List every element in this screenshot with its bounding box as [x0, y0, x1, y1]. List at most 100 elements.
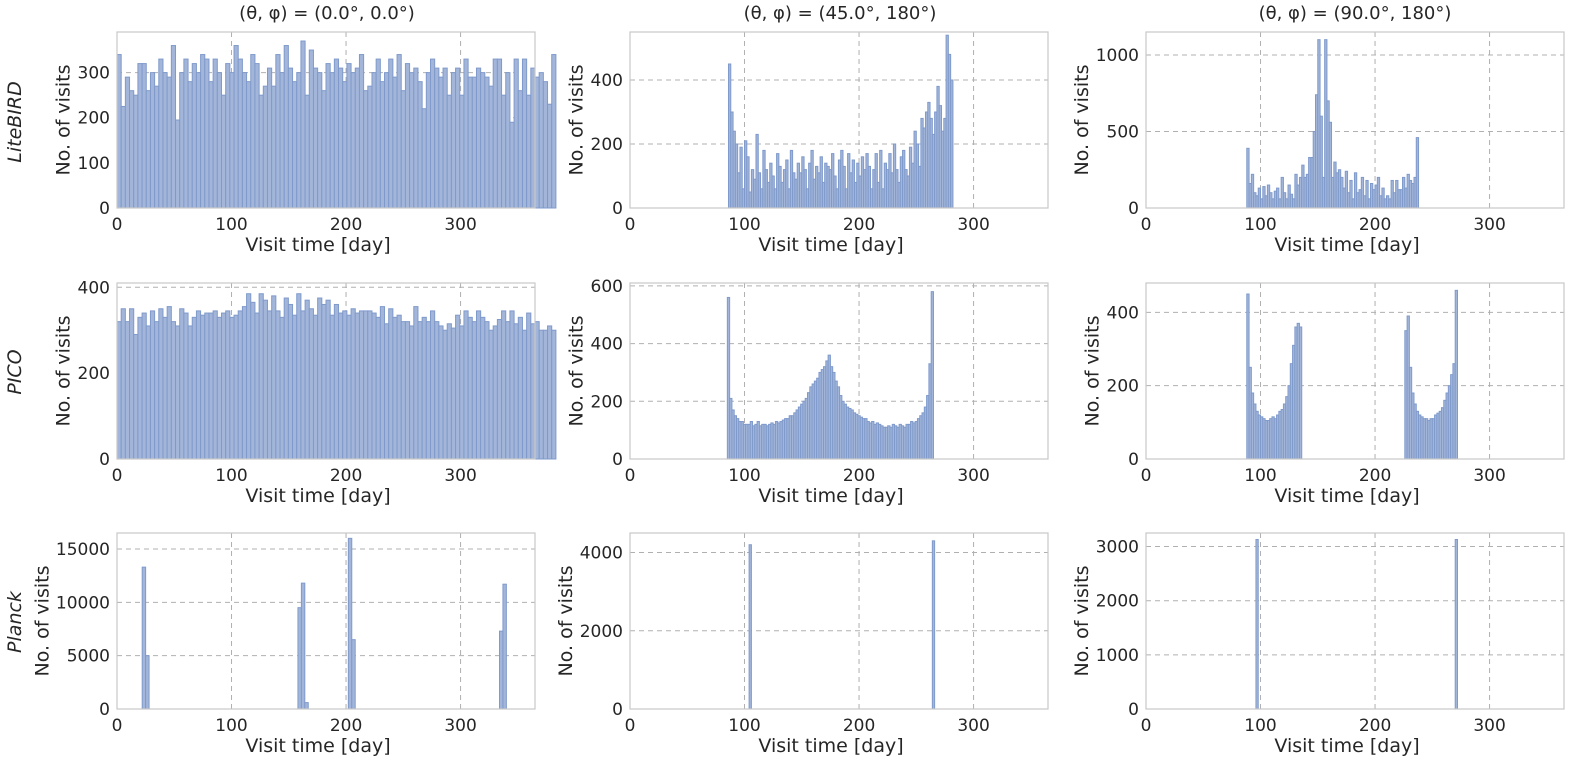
histogram-bar	[321, 90, 327, 209]
y-tick-label: 500	[1107, 122, 1139, 142]
histogram-bar	[521, 329, 528, 460]
histogram-bar	[442, 329, 448, 460]
axes-frame	[1145, 282, 1565, 460]
x-axis-label: Visit time [day]	[1274, 735, 1419, 757]
histogram-bar	[300, 40, 306, 209]
histogram-bar	[496, 318, 503, 460]
y-axis-label: No. of visits	[53, 316, 75, 427]
histogram-bar	[262, 85, 268, 209]
histogram-bar	[542, 329, 549, 460]
x-tick-label: 200	[843, 716, 875, 736]
histogram-bar	[145, 325, 151, 460]
row-label-planck: Planck	[4, 590, 26, 653]
histogram-bar	[1415, 137, 1420, 209]
histogram-bar	[338, 312, 344, 460]
histogram-bar	[141, 566, 147, 710]
histogram-bar	[400, 90, 406, 209]
y-tick-label: 400	[1107, 303, 1139, 323]
y-tick-label: 2000	[580, 622, 623, 642]
x-tick-label: 200	[1359, 466, 1391, 486]
histogram-bar	[216, 316, 223, 460]
x-tick-label: 100	[728, 215, 760, 235]
panel-r2-c3: 0 100 200 300 0 200 400 Visit time [day] No. of …	[1082, 282, 1565, 507]
histogram-bars	[1255, 538, 1458, 710]
x-tick-label: 300	[957, 215, 989, 235]
histogram-bar	[170, 45, 177, 209]
histogram-bar	[116, 54, 122, 209]
histogram-bar	[425, 321, 432, 460]
histogram-bar	[271, 85, 277, 209]
y-tick-label: 200	[78, 109, 110, 129]
y-tick-label: 0	[1128, 199, 1139, 219]
histogram-bar	[417, 321, 423, 460]
histogram-bar	[254, 63, 260, 209]
histogram-bar	[430, 58, 436, 209]
y-axis-label: No. of visits	[566, 65, 588, 176]
histogram-bar	[1454, 538, 1458, 710]
histogram-bar	[488, 85, 494, 209]
histogram-bar	[187, 81, 193, 209]
histogram-bar	[221, 312, 227, 460]
x-tick-label: 0	[112, 215, 123, 235]
histogram-bar	[241, 72, 248, 209]
axes-frame	[116, 532, 536, 710]
histogram-bar	[551, 329, 557, 460]
histogram-bar	[496, 58, 503, 209]
histogram-bar	[304, 299, 310, 460]
histogram-bar	[297, 607, 302, 710]
histogram-bar	[505, 321, 511, 460]
histogram-bar	[471, 321, 477, 460]
histogram-bar	[233, 45, 239, 209]
histogram-bar	[262, 299, 268, 460]
axes-frame	[629, 31, 1049, 209]
histogram-bar	[141, 312, 147, 460]
histogram-bar	[413, 67, 419, 209]
x-tick-label: 0	[1141, 215, 1152, 235]
histogram-bar	[162, 316, 168, 460]
histogram-bar	[154, 85, 160, 209]
y-tick-label: 400	[591, 71, 623, 91]
histogram-bar	[304, 94, 310, 209]
histogram-bar	[237, 310, 243, 460]
histogram-bar	[312, 314, 319, 460]
histogram-bar	[455, 314, 461, 460]
histogram-bar	[149, 310, 156, 460]
histogram-bar	[434, 67, 440, 209]
x-tick-label: 100	[215, 215, 247, 235]
histogram-bar	[396, 54, 402, 209]
x-tick-label: 200	[330, 716, 362, 736]
histogram-bar	[375, 316, 381, 460]
histogram-bar	[363, 90, 369, 209]
histogram-bar	[162, 72, 168, 209]
histogram-bar	[534, 321, 540, 460]
histogram-bar	[492, 58, 498, 209]
histogram-bar	[166, 306, 172, 460]
histogram-bar	[354, 67, 360, 209]
histogram-bar	[338, 67, 344, 209]
histogram-bar	[404, 63, 411, 209]
histogram-bar	[124, 321, 131, 460]
histogram-bar	[287, 67, 294, 209]
histogram-bar	[187, 325, 193, 460]
x-axis-label: Visit time [day]	[758, 485, 903, 507]
histogram-bar	[363, 310, 369, 460]
histogram-bar	[179, 308, 185, 460]
histogram-bar	[204, 58, 210, 209]
axes-frame	[629, 532, 1049, 710]
histogram-bar	[1255, 538, 1259, 710]
histogram-bar	[400, 321, 406, 460]
histogram-bar	[413, 306, 419, 460]
x-tick-label: 0	[625, 466, 636, 486]
histogram-bar	[300, 582, 306, 710]
histogram-bar	[312, 67, 319, 209]
x-tick-label: 100	[215, 716, 247, 736]
x-tick-label: 300	[444, 466, 476, 486]
histogram-bar	[517, 316, 523, 460]
histogram-bars	[726, 291, 934, 460]
x-tick-label: 100	[1244, 466, 1276, 486]
histogram-bar	[505, 72, 511, 209]
histogram-bar	[421, 108, 427, 209]
histogram-bar	[547, 325, 553, 460]
histogram-bar	[346, 63, 352, 209]
